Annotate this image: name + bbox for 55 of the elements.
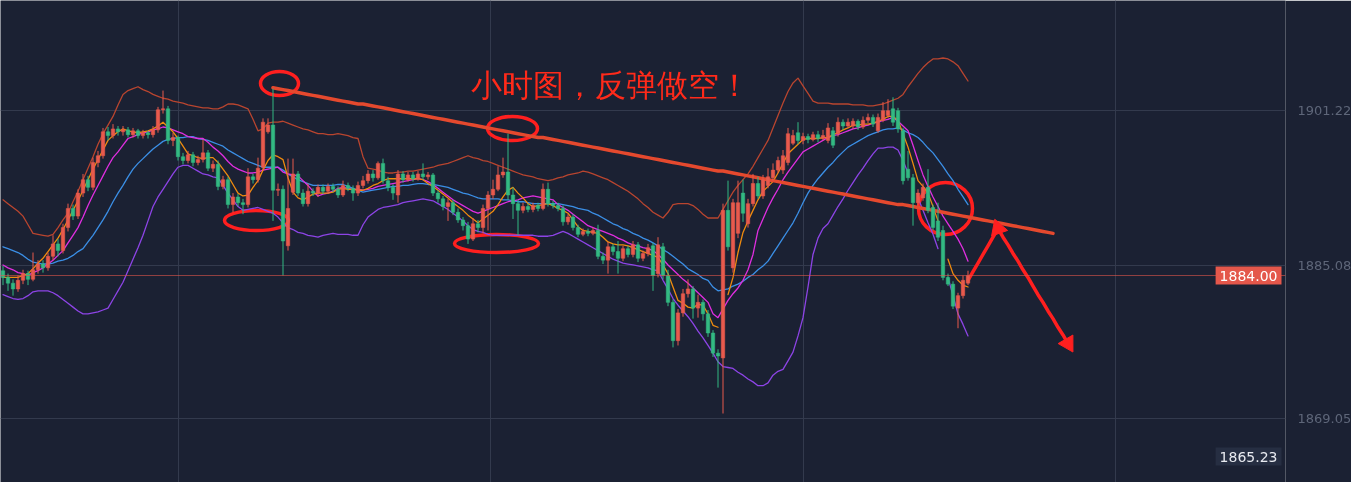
candlestick	[256, 157, 260, 184]
candlestick	[411, 171, 415, 183]
candlestick	[126, 126, 130, 139]
candlestick	[56, 238, 60, 257]
candlestick	[636, 241, 640, 263]
candlestick	[421, 162, 425, 181]
candlestick	[806, 133, 810, 144]
candlestick	[211, 160, 215, 173]
candlestick	[291, 158, 295, 196]
candlestick	[311, 187, 315, 197]
y-tick-label: 1885.08	[1297, 257, 1351, 273]
candlestick	[206, 149, 210, 172]
y-tick-label: 1901.22	[1297, 103, 1351, 119]
candlestick	[26, 270, 30, 286]
candlestick	[216, 160, 220, 191]
annotation: 1865.23	[1219, 448, 1278, 465]
candlestick	[396, 169, 400, 204]
candlestick	[321, 183, 325, 195]
candlestick	[586, 228, 590, 237]
candlestick	[131, 127, 135, 139]
text: 小时图，反弹做空！	[470, 66, 750, 103]
candlestick	[521, 202, 525, 214]
candlestick	[401, 170, 405, 184]
candlestick	[121, 125, 125, 137]
y-tick-label: 1869.05	[1297, 411, 1351, 427]
candlestick	[251, 173, 255, 185]
candlestick	[796, 121, 800, 145]
candlestick	[541, 183, 545, 211]
candlestick	[696, 294, 700, 319]
candlestick	[471, 217, 475, 242]
candlestick	[41, 259, 45, 274]
candlestick	[606, 241, 610, 275]
candlestick	[276, 183, 280, 197]
candlestick	[816, 130, 820, 143]
candlestick	[446, 198, 450, 222]
candlestick	[106, 126, 110, 141]
candlestick	[756, 176, 760, 200]
line-series	[2, 57, 969, 237]
candlestick	[836, 116, 840, 138]
candlestick	[316, 183, 320, 198]
candlestick	[801, 132, 805, 145]
candlestick	[476, 219, 480, 233]
candlestick	[306, 183, 310, 208]
candlestick	[376, 160, 380, 181]
candlestick	[231, 192, 235, 213]
candlestick	[741, 179, 745, 223]
candlestick	[841, 118, 845, 131]
candlestick	[171, 132, 175, 147]
candlestick	[146, 130, 150, 139]
candlestick	[426, 171, 430, 181]
candlestick	[371, 169, 375, 183]
candlestick	[831, 126, 835, 149]
candlestick	[116, 125, 120, 137]
ref-line-label: 1884.00	[1219, 267, 1278, 284]
candlestick	[691, 285, 695, 320]
